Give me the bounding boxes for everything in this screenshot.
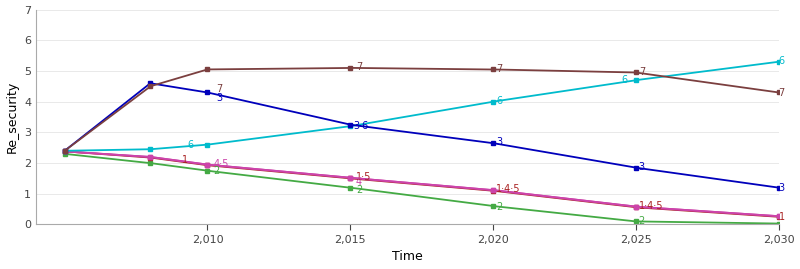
Text: 3: 3: [496, 137, 502, 147]
Text: 7: 7: [496, 64, 502, 74]
Text: 3: 3: [778, 183, 785, 193]
Text: 7: 7: [356, 62, 362, 72]
Text: 2: 2: [213, 166, 219, 176]
Text: 2: 2: [638, 216, 645, 226]
Text: 2: 2: [496, 202, 502, 212]
Text: 3: 3: [638, 162, 645, 172]
Text: 4·5: 4·5: [213, 159, 229, 169]
Y-axis label: Re_security: Re_security: [6, 81, 18, 153]
Text: 6: 6: [622, 75, 628, 84]
Text: 3·6: 3·6: [353, 121, 368, 131]
Text: 1·4·5: 1·4·5: [496, 185, 520, 194]
Text: 1: 1: [182, 155, 188, 165]
Text: 1: 1: [778, 213, 785, 222]
Text: 7: 7: [638, 67, 645, 77]
Text: 1·4·5: 1·4·5: [638, 201, 663, 211]
Text: 6: 6: [187, 140, 194, 150]
Text: 1·5: 1·5: [356, 172, 371, 182]
Text: 3: 3: [216, 93, 222, 103]
Text: 7: 7: [216, 84, 222, 94]
Text: 6: 6: [778, 56, 785, 66]
Text: 4: 4: [356, 177, 362, 187]
Text: 7: 7: [778, 88, 785, 98]
Text: 6: 6: [496, 96, 502, 106]
X-axis label: Time: Time: [392, 250, 422, 263]
Text: 2: 2: [356, 185, 362, 195]
